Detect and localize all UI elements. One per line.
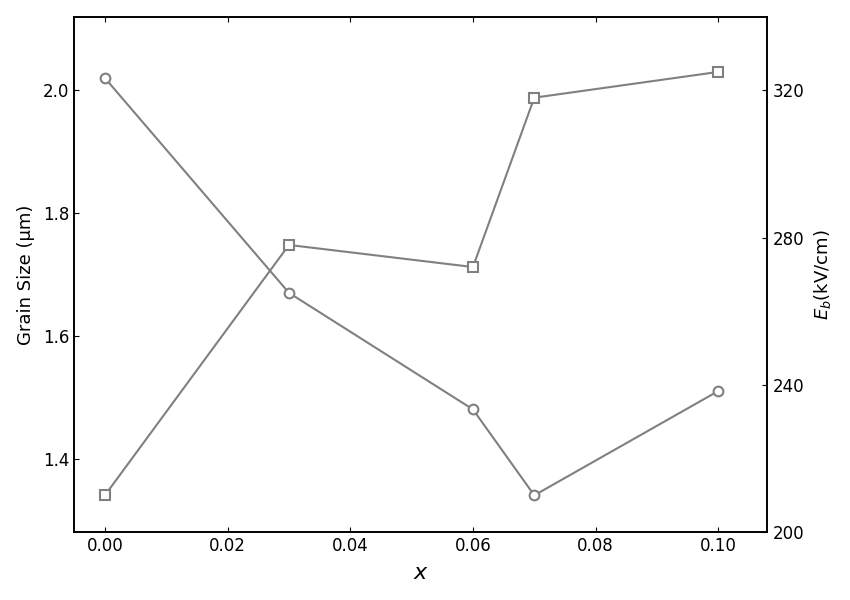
X-axis label: $x$: $x$ <box>413 563 428 583</box>
Y-axis label: $E_b$(kV/cm): $E_b$(kV/cm) <box>813 229 833 320</box>
Y-axis label: Grain Size (μm): Grain Size (μm) <box>17 204 35 344</box>
